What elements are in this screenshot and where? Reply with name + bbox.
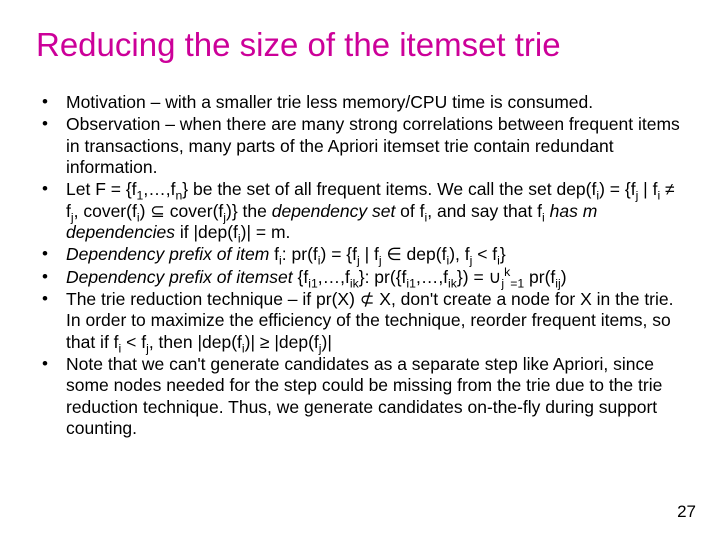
bullet-item: Dependency prefix of item fi: pr(fi) = {… — [36, 244, 684, 265]
bullet-list: Motivation – with a smaller trie less me… — [36, 92, 684, 440]
bullet-item: Let F = {f1,…,fn} be the set of all freq… — [36, 179, 684, 243]
bullet-item: Note that we can't generate candidates a… — [36, 354, 684, 439]
slide-title: Reducing the size of the itemset trie — [36, 26, 684, 64]
bullet-item: Dependency prefix of itemset {fi1,…,fik}… — [36, 267, 684, 288]
slide: Reducing the size of the itemset trie Mo… — [0, 0, 720, 540]
bullet-item: Observation – when there are many strong… — [36, 114, 684, 178]
bullet-item: Motivation – with a smaller trie less me… — [36, 92, 684, 113]
bullet-item: The trie reduction technique – if pr(X) … — [36, 289, 684, 353]
page-number: 27 — [677, 502, 696, 522]
